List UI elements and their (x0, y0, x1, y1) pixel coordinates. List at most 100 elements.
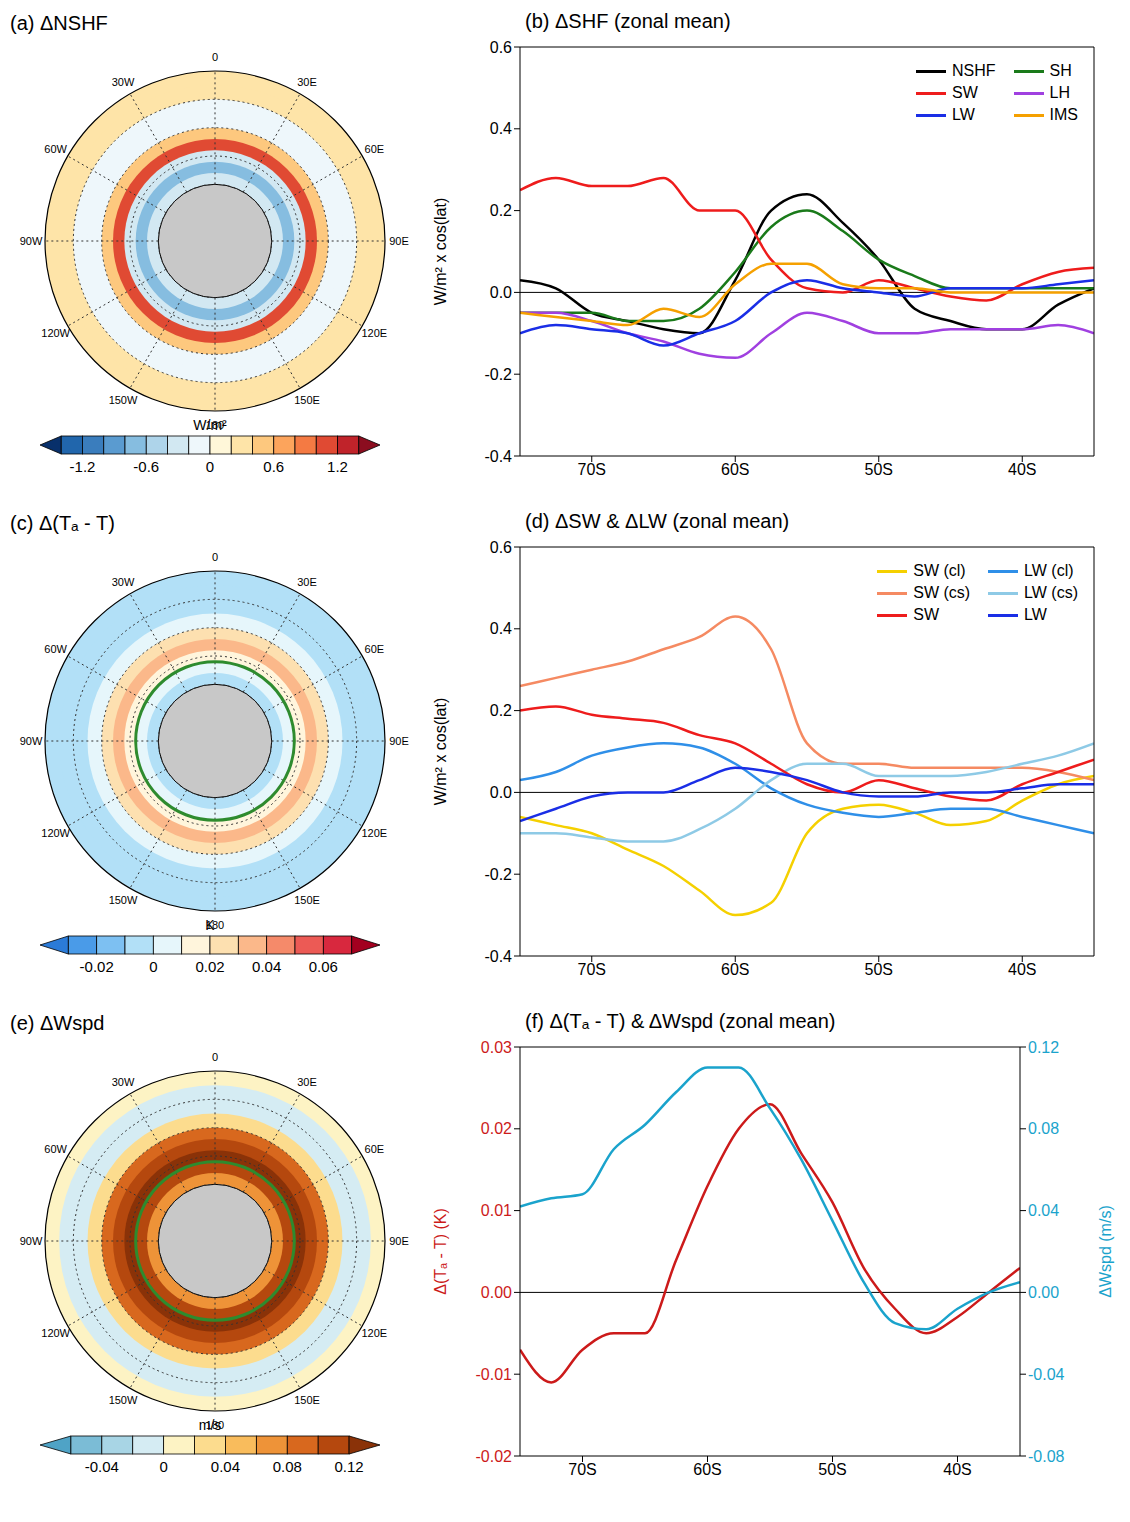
svg-text:40S: 40S (1008, 961, 1036, 978)
svg-text:60S: 60S (721, 461, 749, 478)
svg-text:150W: 150W (109, 894, 138, 906)
svg-text:-0.2: -0.2 (484, 366, 512, 383)
svg-text:60W: 60W (44, 643, 67, 655)
svg-text:60E: 60E (365, 143, 385, 155)
svg-text:70S: 70S (578, 961, 606, 978)
svg-text:150W: 150W (109, 394, 138, 406)
svg-text:-0.2: -0.2 (484, 866, 512, 883)
svg-text:90E: 90E (389, 235, 409, 247)
svg-text:90E: 90E (389, 1235, 409, 1247)
svg-text:50S: 50S (865, 461, 893, 478)
svg-text:50S: 50S (865, 961, 893, 978)
svg-text:W/m²: W/m² (193, 417, 227, 433)
svg-text:150E: 150E (294, 1394, 320, 1406)
svg-text:-0.08: -0.08 (1028, 1448, 1065, 1465)
svg-text:0.6: 0.6 (490, 39, 512, 56)
svg-text:0: 0 (212, 51, 218, 63)
svg-text:120E: 120E (361, 327, 387, 339)
html-text:NSHF: NSHF (952, 62, 996, 79)
svg-text:70S: 70S (578, 461, 606, 478)
svg-text:150E: 150E (294, 894, 320, 906)
svg-text:K: K (205, 917, 215, 933)
svg-text:0: 0 (149, 958, 157, 975)
svg-text:1.2: 1.2 (327, 458, 348, 475)
svg-text:90W: 90W (20, 1235, 43, 1247)
svg-text:-0.4: -0.4 (484, 948, 512, 965)
svg-text:W/m² x cos(lat): W/m² x cos(lat) (432, 198, 449, 306)
svg-text:0.2: 0.2 (490, 202, 512, 219)
svg-text:m/s: m/s (199, 1417, 222, 1433)
svg-text:150W: 150W (109, 1394, 138, 1406)
html-text:(f) Δ(Tₐ - T) & ΔWspd (zonal m: (f) Δ(Tₐ - T) & ΔWspd (zonal mean) (525, 1010, 836, 1032)
svg-text:-0.02: -0.02 (476, 1448, 513, 1465)
svg-text:(e) ΔWspd: (e) ΔWspd (10, 1012, 104, 1034)
svg-text:0.2: 0.2 (490, 702, 512, 719)
svg-text:0.12: 0.12 (334, 1458, 363, 1475)
svg-text:30W: 30W (112, 576, 135, 588)
svg-text:0.02: 0.02 (195, 958, 224, 975)
svg-text:0.01: 0.01 (481, 1202, 512, 1219)
svg-text:-0.4: -0.4 (484, 448, 512, 465)
svg-text:30E: 30E (297, 76, 317, 88)
svg-text:0.6: 0.6 (263, 458, 284, 475)
svg-text:30W: 30W (112, 76, 135, 88)
svg-text:0.00: 0.00 (481, 1284, 512, 1301)
svg-text:90E: 90E (389, 735, 409, 747)
svg-text:0.08: 0.08 (1028, 1120, 1059, 1137)
svg-text:0.04: 0.04 (211, 1458, 240, 1475)
svg-text:0.4: 0.4 (490, 620, 512, 637)
svg-text:90W: 90W (20, 235, 43, 247)
svg-text:(a) ΔNSHF: (a) ΔNSHF (10, 12, 108, 34)
svg-text:0.00: 0.00 (1028, 1284, 1059, 1301)
svg-text:0.0: 0.0 (490, 784, 512, 801)
svg-text:60S: 60S (693, 1461, 721, 1478)
svg-text:0: 0 (159, 1458, 167, 1475)
svg-text:30E: 30E (297, 1076, 317, 1088)
svg-text:-1.2: -1.2 (70, 458, 96, 475)
svg-text:W/m² x cos(lat): W/m² x cos(lat) (432, 698, 449, 806)
svg-text:0.02: 0.02 (481, 1120, 512, 1137)
html-text:(b) ΔSHF (zonal mean): (b) ΔSHF (zonal mean) (525, 10, 731, 32)
svg-text:-0.02: -0.02 (80, 958, 114, 975)
svg-text:0: 0 (212, 551, 218, 563)
svg-text:0: 0 (206, 458, 214, 475)
svg-text:Δ(Tₐ - T) (K): Δ(Tₐ - T) (K) (432, 1208, 449, 1295)
svg-text:ΔWspd (m/s): ΔWspd (m/s) (1097, 1205, 1114, 1297)
svg-text:0.12: 0.12 (1028, 1039, 1059, 1056)
svg-text:60W: 60W (44, 143, 67, 155)
svg-text:0.6: 0.6 (490, 539, 512, 556)
svg-text:40S: 40S (1008, 461, 1036, 478)
svg-text:0.08: 0.08 (273, 1458, 302, 1475)
svg-text:0: 0 (212, 1051, 218, 1063)
svg-text:60E: 60E (365, 1143, 385, 1155)
svg-text:0.04: 0.04 (1028, 1202, 1059, 1219)
svg-text:30E: 30E (297, 576, 317, 588)
svg-text:-0.04: -0.04 (1028, 1366, 1065, 1383)
svg-text:-0.01: -0.01 (476, 1366, 513, 1383)
svg-text:50S: 50S (818, 1461, 846, 1478)
svg-text:150E: 150E (294, 394, 320, 406)
svg-text:60W: 60W (44, 1143, 67, 1155)
html-text:SW: SW (952, 84, 978, 101)
svg-text:70S: 70S (568, 1461, 596, 1478)
svg-text:120E: 120E (361, 1327, 387, 1339)
svg-text:90W: 90W (20, 735, 43, 747)
svg-text:0.03: 0.03 (481, 1039, 512, 1056)
svg-text:120W: 120W (41, 1327, 70, 1339)
svg-text:-0.6: -0.6 (133, 458, 159, 475)
svg-text:0.0: 0.0 (490, 284, 512, 301)
svg-text:120W: 120W (41, 327, 70, 339)
svg-text:60E: 60E (365, 643, 385, 655)
svg-text:0.4: 0.4 (490, 120, 512, 137)
svg-text:0.06: 0.06 (309, 958, 338, 975)
svg-text:120W: 120W (41, 827, 70, 839)
svg-text:-0.04: -0.04 (85, 1458, 119, 1475)
svg-text:120E: 120E (361, 827, 387, 839)
svg-text:40S: 40S (943, 1461, 971, 1478)
html-text:(d) ΔSW & ΔLW (zonal mean): (d) ΔSW & ΔLW (zonal mean) (525, 510, 790, 532)
svg-text:30W: 30W (112, 1076, 135, 1088)
svg-text:0.04: 0.04 (252, 958, 281, 975)
html-text:SH: SH (1049, 62, 1072, 79)
svg-text:60S: 60S (721, 961, 749, 978)
svg-text:(c) Δ(Tₐ - T): (c) Δ(Tₐ - T) (10, 512, 115, 534)
